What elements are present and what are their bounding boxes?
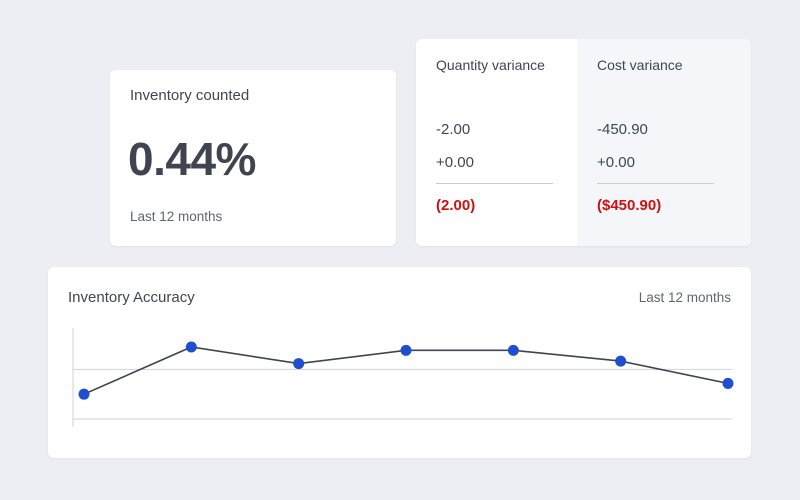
chart-data-point-7 — [722, 377, 734, 389]
quantity-variance-line-2: +0.00 — [436, 154, 474, 171]
quantity-variance-divider — [436, 183, 553, 184]
chart-data-point-5 — [507, 344, 519, 356]
quantity-variance-column: Quantity variance -2.00 +0.00 (2.00) — [416, 39, 577, 246]
quantity-variance-heading: Quantity variance — [436, 57, 545, 73]
cost-variance-line-1: -450.90 — [597, 121, 648, 138]
inventory-accuracy-title: Inventory Accuracy — [68, 289, 195, 306]
inventory-counted-card: Inventory counted 0.44% Last 12 months — [110, 70, 396, 246]
quantity-variance-line-1: -2.00 — [436, 121, 471, 138]
cost-variance-divider — [597, 183, 714, 184]
chart-data-point-1 — [78, 388, 90, 400]
inventory-counted-title: Inventory counted — [130, 87, 250, 104]
cost-variance-column: Cost variance -450.90 +0.00 ($450.90) — [577, 39, 751, 246]
chart-data-point-3 — [293, 358, 305, 370]
quantity-variance-total: (2.00) — [436, 197, 476, 214]
chart-data-point-2 — [185, 341, 197, 353]
chart-data-point-6 — [615, 355, 627, 367]
cost-variance-line-2: +0.00 — [597, 154, 635, 171]
inventory-accuracy-card: Inventory Accuracy Last 12 months — [48, 267, 751, 458]
chart-data-point-4 — [400, 344, 412, 356]
cost-variance-heading: Cost variance — [597, 57, 683, 73]
inventory-counted-value: 0.44% — [128, 133, 256, 185]
cost-variance-total: ($450.90) — [597, 197, 662, 214]
variance-card: Quantity variance -2.00 +0.00 (2.00) Cos… — [416, 39, 751, 246]
inventory-counted-period: Last 12 months — [130, 209, 223, 224]
inventory-accuracy-chart — [72, 328, 734, 427]
inventory-accuracy-period: Last 12 months — [638, 290, 731, 305]
